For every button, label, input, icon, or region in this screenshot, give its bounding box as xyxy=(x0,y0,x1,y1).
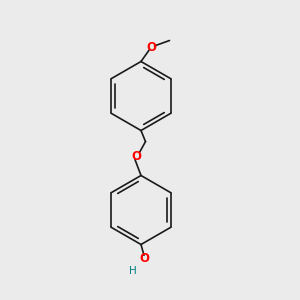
Text: O: O xyxy=(140,252,150,266)
Text: H: H xyxy=(129,266,137,277)
Text: O: O xyxy=(146,40,157,54)
Text: O: O xyxy=(131,149,142,163)
